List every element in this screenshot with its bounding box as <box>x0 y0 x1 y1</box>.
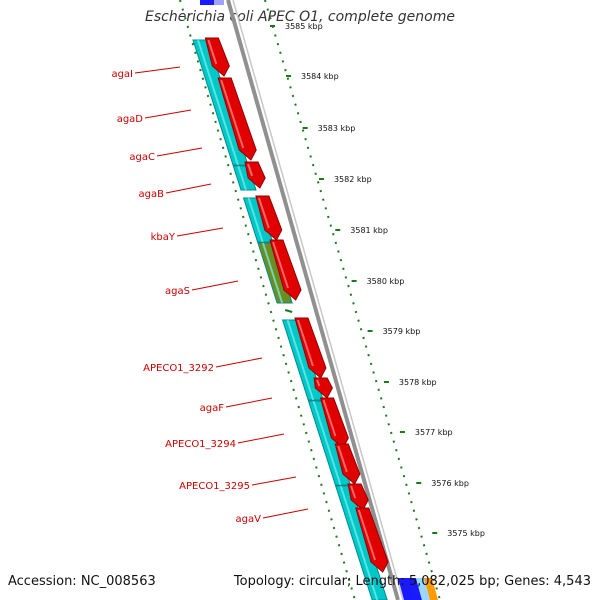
cds-highlight <box>312 400 342 486</box>
feature-block-bottom <box>398 578 422 600</box>
gene-leader-line <box>144 109 192 119</box>
gene-leader-line <box>215 357 263 368</box>
scale-tick-label: 3575 kbp <box>447 529 485 538</box>
scale-ticks: 3585 kbp 3584 kbp 3583 kbp 3582 kbp 3581 kbp… <box>270 22 485 538</box>
gene-arrow-highlight <box>357 509 376 561</box>
gene-label: agaD <box>117 114 144 125</box>
backbone-line-highlight <box>232 0 404 600</box>
backbone <box>226 0 404 600</box>
scale-tick-label: 3579 kbp <box>383 327 421 336</box>
gene-arrow-highlight <box>247 163 254 177</box>
gene-label: agaC <box>129 152 155 163</box>
gene-leader-line <box>262 508 309 519</box>
gene-label: agaV <box>236 514 262 525</box>
gene-leader-line <box>251 476 297 486</box>
gene-label: agaB <box>139 189 165 200</box>
gene-arrow-highlight <box>207 39 218 65</box>
cds-highlight <box>286 319 315 401</box>
gene-label: APECO1_3294 <box>165 439 236 450</box>
cds-highlight <box>262 242 284 304</box>
gene-arrow-highlight <box>350 485 357 499</box>
feature-block-bottom-orange <box>424 578 438 600</box>
gene-arrow-highlight <box>220 79 245 149</box>
accession-label: Accession: NC_008563 <box>8 574 156 589</box>
gene-leader-line <box>156 147 203 157</box>
gene-labels: agaI agaD agaC agaB kbaY agaS APECO1_3292 agaF A… <box>111 66 309 525</box>
cds-highlight <box>237 165 247 191</box>
gene-label: APECO1_3292 <box>143 363 214 374</box>
scale-tick-label: 3581 kbp <box>350 226 388 235</box>
gene-arrow-highlight <box>257 197 270 229</box>
gene-arrow-highlight <box>297 319 314 367</box>
scale-tick-label: 3577 kbp <box>415 428 453 437</box>
backbone-line <box>226 0 400 600</box>
cds-highlight <box>339 485 379 600</box>
gene-label: kbaY <box>151 232 176 243</box>
scale-tick-label: 3576 kbp <box>431 479 469 488</box>
scale-tick-label: 3584 kbp <box>301 72 339 81</box>
scale-tick-label: 3583 kbp <box>318 124 356 133</box>
gene-leader-line <box>225 397 273 408</box>
cds-highlight <box>247 197 264 243</box>
scale-tick-label: 3580 kbp <box>367 277 405 286</box>
gene-label: APECO1_3295 <box>179 481 250 492</box>
topology-label: Topology: circular; Length: 5,082,025 bp… <box>233 574 591 589</box>
gc-dotted-line-inner <box>179 0 356 600</box>
gene-leader-line <box>134 66 181 74</box>
cds-segment <box>232 165 257 191</box>
scale-tick-label: 3585 kbp <box>285 22 323 31</box>
gene-leader-line <box>176 227 224 237</box>
feature-block-top-light <box>214 0 224 5</box>
scale-tick-label: 3582 kbp <box>334 175 372 184</box>
gene-leader-line <box>191 280 239 291</box>
misc-features <box>200 0 438 600</box>
gene-arrow-track <box>204 37 389 573</box>
cds-segment <box>335 485 388 600</box>
gene-label: agaS <box>165 286 190 297</box>
gene-arrow-highlight <box>316 379 321 387</box>
gene-arrow-highlight <box>322 399 337 437</box>
gc-dash <box>284 309 293 313</box>
map-title: Escherichia coli APEC O1, complete genom… <box>145 9 455 25</box>
cds-highlight <box>197 39 239 166</box>
scale-tick-label: 3578 kbp <box>399 378 437 387</box>
gene-leader-line <box>165 183 212 194</box>
gene-arrow-highlight <box>337 445 348 473</box>
gene-leader-line <box>237 433 285 444</box>
gene-label: agaF <box>200 403 225 414</box>
gene-label: agaI <box>111 69 133 80</box>
gene-arrow-highlight <box>272 241 289 289</box>
feature-block-bottom-light <box>416 578 430 600</box>
feature-block-top <box>200 0 214 5</box>
